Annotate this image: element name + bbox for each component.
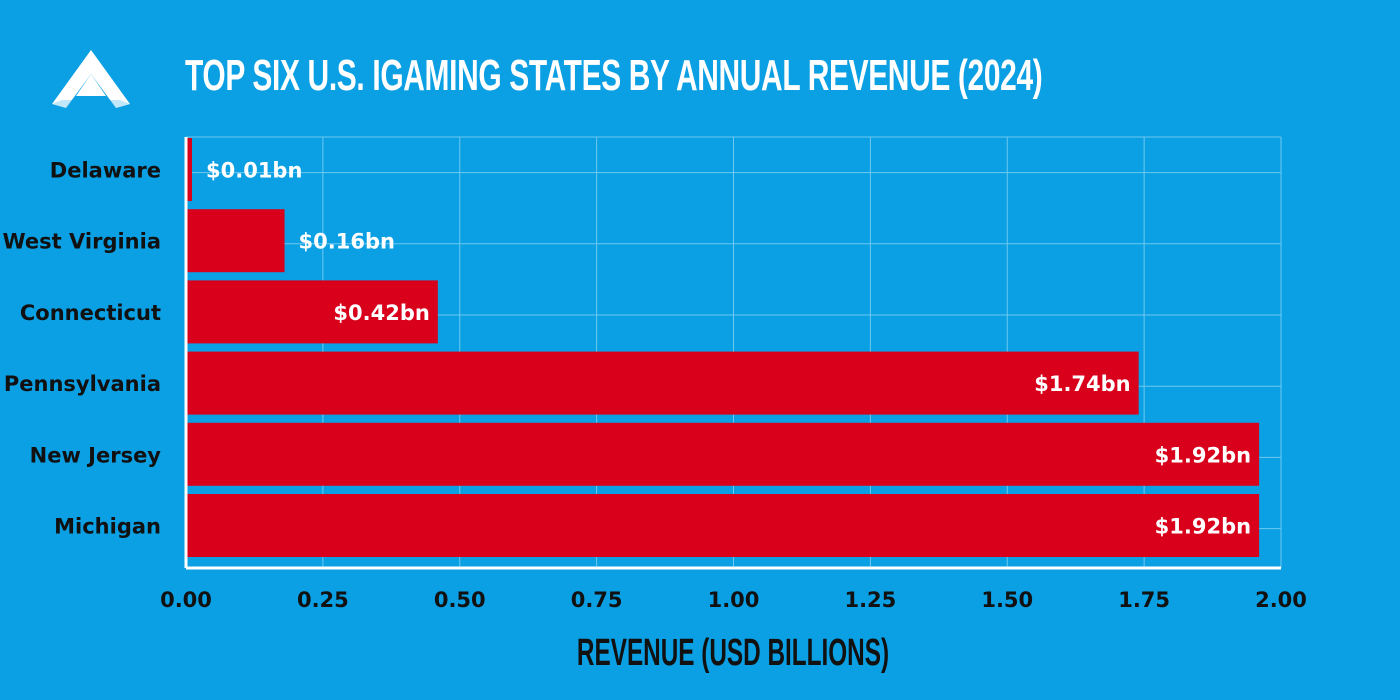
bar-connecticut xyxy=(186,280,438,344)
x-tick-label: 1.50 xyxy=(981,588,1033,612)
category-label: West Virginia xyxy=(3,230,162,254)
category-label: Michigan xyxy=(54,515,161,539)
data-label: $1.74bn xyxy=(1034,372,1130,396)
bar-new-jersey xyxy=(186,422,1260,486)
x-tick-label: 0.25 xyxy=(297,588,349,612)
category-label: Pennsylvania xyxy=(4,372,161,396)
bar-delaware xyxy=(186,138,192,201)
bar-pennsylvania xyxy=(186,351,1139,415)
x-axis-label: REVENUE (USD BILLIONS) xyxy=(576,632,890,674)
category-label: Connecticut xyxy=(20,301,161,325)
x-tick-label: 0.50 xyxy=(434,588,486,612)
x-tick-label: 1.75 xyxy=(1118,588,1170,612)
x-tick-label: 0.00 xyxy=(160,588,212,612)
x-tick-label: 1.25 xyxy=(844,588,896,612)
brand-logo-icon xyxy=(52,50,130,108)
x-tick-label: 0.75 xyxy=(571,588,623,612)
chart-title: TOP SIX U.S. IGAMING STATES BY ANNUAL RE… xyxy=(185,51,1043,100)
x-tick-label: 1.00 xyxy=(708,588,760,612)
data-label: $1.92bn xyxy=(1155,515,1251,539)
data-label: $0.16bn xyxy=(299,230,395,254)
category-label: Delaware xyxy=(50,159,161,183)
data-label: $1.92bn xyxy=(1155,443,1251,467)
category-label: New Jersey xyxy=(30,443,162,467)
bar-michigan xyxy=(186,494,1260,557)
data-label: $0.01bn xyxy=(206,159,302,183)
bar-west-virginia xyxy=(186,209,285,273)
x-tick-label: 2.00 xyxy=(1255,588,1307,612)
data-label: $0.42bn xyxy=(333,301,429,325)
